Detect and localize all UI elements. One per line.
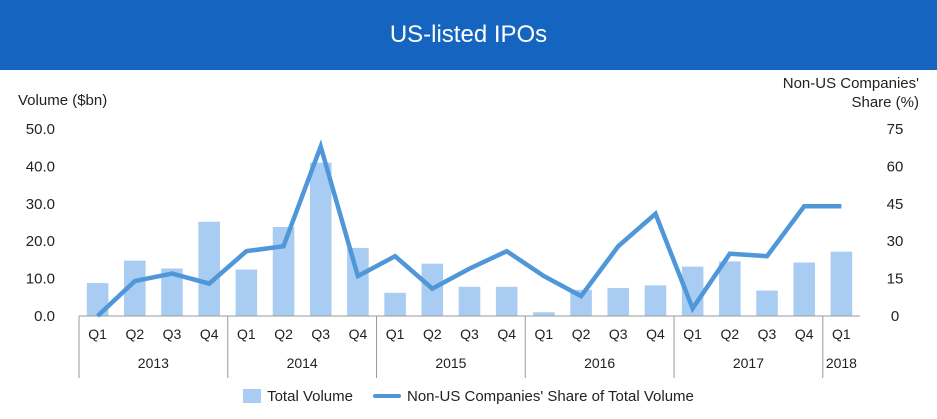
bar <box>198 221 220 316</box>
quarter-tick-label: Q3 <box>758 326 777 342</box>
year-label: 2016 <box>584 355 615 371</box>
legend-item-total-volume: Total Volume <box>243 388 353 405</box>
quarter-tick-label: Q3 <box>460 326 479 342</box>
quarter-tick-label: Q2 <box>125 326 144 342</box>
quarter-tick-label: Q1 <box>386 326 405 342</box>
quarter-tick-label: Q4 <box>646 326 665 342</box>
left-tick-label: 20.0 <box>26 233 55 250</box>
right-tick-label: 30 <box>887 233 904 250</box>
bar <box>644 285 667 316</box>
left-tick-label: 10.0 <box>26 271 55 288</box>
right-tick-label: 75 <box>887 121 904 138</box>
right-axis-label: Non-US Companies' Share (%) <box>699 74 919 112</box>
bar <box>458 286 481 316</box>
quarter-tick-label: Q1 <box>88 326 107 342</box>
right-tick-label: 15 <box>887 271 904 288</box>
legend-label-total-volume: Total Volume <box>267 387 353 405</box>
left-tick-label: 50.0 <box>26 121 55 138</box>
left-tick-label: 0.0 <box>34 308 55 325</box>
quarter-tick-label: Q4 <box>497 326 516 342</box>
right-axis-label-line1: Non-US Companies' <box>782 75 919 92</box>
left-axis-label: Volume ($bn) <box>18 92 108 109</box>
quarter-tick-label: Q4 <box>349 326 368 342</box>
quarter-tick-label: Q4 <box>200 326 219 342</box>
bar <box>570 289 592 316</box>
legend-swatch-bar <box>243 389 262 403</box>
bar <box>124 260 146 316</box>
bar <box>495 286 518 316</box>
year-label: 2013 <box>138 355 169 371</box>
bar <box>161 268 183 316</box>
quarter-tick-label: Q2 <box>274 326 293 342</box>
quarter-tick-label: Q2 <box>423 326 442 342</box>
bar <box>793 262 815 316</box>
year-label: 2014 <box>287 355 318 371</box>
right-tick-label: 60 <box>887 158 904 175</box>
year-label: 2017 <box>733 355 764 371</box>
bar <box>347 247 369 316</box>
chart-title: US-listed IPOs <box>389 21 548 48</box>
quarter-tick-label: Q1 <box>535 326 554 342</box>
legend-item-share: Non-US Companies' Share of Total Volume <box>372 387 694 405</box>
quarter-tick-label: Q2 <box>572 326 591 342</box>
quarter-tick-label: Q3 <box>163 326 182 342</box>
left-tick-label: 40.0 <box>26 158 55 175</box>
bar <box>533 312 555 316</box>
year-label: 2015 <box>435 355 466 371</box>
bar <box>235 269 258 316</box>
year-label: 2018 <box>826 355 857 371</box>
bar <box>384 292 406 316</box>
quarter-tick-label: Q2 <box>720 326 739 342</box>
share-line <box>96 139 842 318</box>
bar <box>309 162 332 316</box>
bar <box>607 287 630 316</box>
bar <box>272 226 295 316</box>
title-banner: US-listed IPOs <box>0 0 937 70</box>
bar <box>86 283 109 316</box>
combo-chart: 0.0 10.0 20.0 30.0 40.0 50.0 0 15 30 45 60 75 Q1 Q2 Q3… <box>26 121 904 378</box>
bar <box>830 251 853 316</box>
quarter-tick-label: Q3 <box>311 326 330 342</box>
quarter-tick-label: Q1 <box>683 326 702 342</box>
right-tick-label: 45 <box>887 196 904 213</box>
bar <box>756 290 778 316</box>
quarter-tick-label: Q1 <box>237 326 256 342</box>
quarter-tick-label: Q1 <box>832 326 851 342</box>
legend-swatch-line <box>372 394 401 398</box>
right-axis-label-line2: Share (%) <box>851 94 919 111</box>
bar <box>719 261 741 316</box>
left-tick-label: 30.0 <box>26 196 55 213</box>
quarter-tick-label: Q3 <box>609 326 628 342</box>
legend: Total Volume Non-US Companies' Share of … <box>0 383 937 409</box>
legend-label-share: Non-US Companies' Share of Total Volume <box>406 387 694 405</box>
quarter-tick-label: Q4 <box>795 326 814 342</box>
right-tick-label: 0 <box>891 308 899 325</box>
